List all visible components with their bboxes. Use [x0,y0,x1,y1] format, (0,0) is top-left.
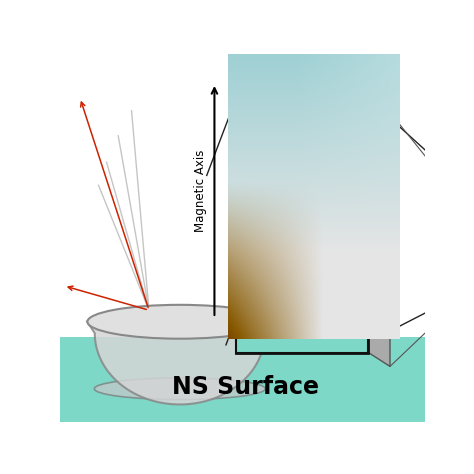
Polygon shape [368,99,390,366]
Bar [236,99,368,353]
Bar [61,337,425,422]
Text: NS Surface: NS Surface [273,330,331,340]
Ellipse shape [87,305,272,339]
Text: Magnetic Axis: Magnetic Axis [246,181,259,263]
Bar [236,318,368,353]
Ellipse shape [94,378,265,400]
Text: Magnetic Axis: Magnetic Axis [194,150,207,232]
Text: NS Surface: NS Surface [172,375,319,399]
Text: $E_{\parallel}(\vec{x},\, t_1)$: $E_{\parallel}(\vec{x},\, t_1)$ [265,110,330,133]
Polygon shape [87,322,272,404]
